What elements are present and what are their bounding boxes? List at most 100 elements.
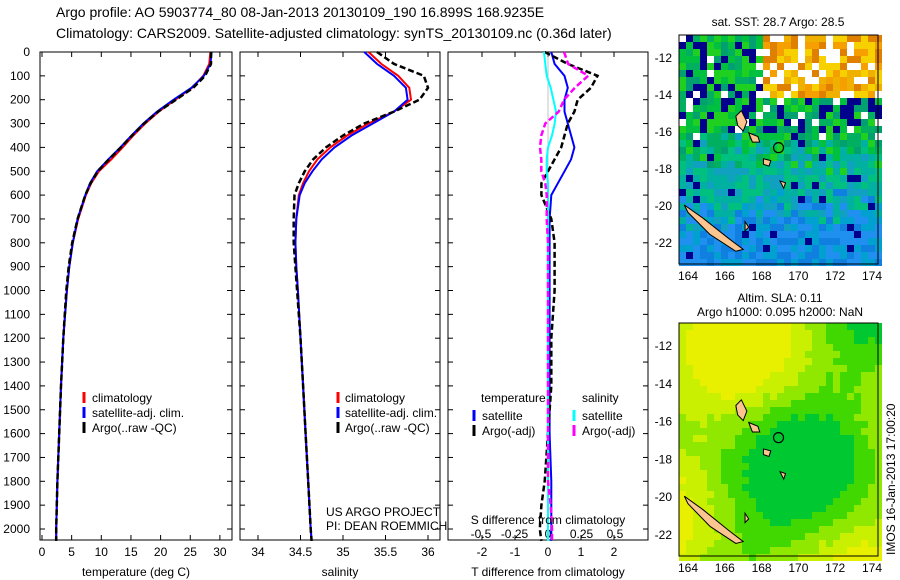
map-cell	[721, 63, 728, 70]
map-cell	[798, 98, 805, 105]
map-cell	[812, 49, 819, 56]
map-cell	[721, 147, 728, 154]
map-cell	[819, 182, 826, 189]
map-cell	[707, 252, 714, 259]
map-cell	[840, 119, 847, 126]
map-cell	[756, 386, 763, 393]
map-cell	[805, 512, 812, 519]
map-cell	[805, 414, 812, 421]
map-cell	[742, 196, 749, 203]
map-cell	[700, 259, 707, 266]
map-cell	[791, 379, 798, 386]
map-cell	[728, 133, 735, 140]
map-cell	[721, 540, 728, 547]
map-cell	[812, 540, 819, 547]
map-cell	[770, 56, 777, 63]
map-cell	[861, 70, 868, 77]
map-cell	[735, 168, 742, 175]
map-cell	[840, 421, 847, 428]
map-cell	[714, 456, 721, 463]
map-cell	[770, 168, 777, 175]
map-cell	[868, 42, 875, 49]
map-cell	[798, 161, 805, 168]
map-cell	[763, 491, 770, 498]
map-cell	[791, 505, 798, 512]
map-cell	[798, 365, 805, 372]
map-cell	[686, 393, 693, 400]
map-cell	[861, 358, 868, 365]
map-cell	[777, 231, 784, 238]
map-cell	[714, 470, 721, 477]
map-cell	[735, 182, 742, 189]
map-cell	[700, 112, 707, 119]
map-cell	[861, 252, 868, 259]
map-cell	[742, 91, 749, 98]
map-cell	[700, 442, 707, 449]
map-cell	[742, 126, 749, 133]
map-cell	[840, 330, 847, 337]
map-cell	[686, 140, 693, 147]
map-cell	[700, 386, 707, 393]
map-cell	[707, 526, 714, 533]
map-cell	[721, 484, 728, 491]
map-cell	[763, 456, 770, 463]
island-shape	[779, 470, 787, 481]
map-cell	[756, 330, 763, 337]
map-cell	[742, 42, 749, 49]
map-cell	[721, 35, 728, 42]
map-cell	[742, 105, 749, 112]
map-cell	[819, 175, 826, 182]
map-cell	[791, 330, 798, 337]
map-cell	[714, 428, 721, 435]
map-cell	[784, 386, 791, 393]
map-cell	[819, 259, 826, 266]
map-cell	[847, 224, 854, 231]
map-cell	[868, 175, 875, 182]
map-cell	[756, 505, 763, 512]
map-cell	[784, 456, 791, 463]
map-cell	[777, 189, 784, 196]
map-cell	[714, 224, 721, 231]
map-cell	[763, 330, 770, 337]
map-cell	[798, 252, 805, 259]
map-cell	[868, 70, 875, 77]
map-cell	[714, 126, 721, 133]
map-cell	[777, 154, 784, 161]
map-cell	[798, 231, 805, 238]
map-cell	[735, 133, 742, 140]
map-cell	[707, 112, 714, 119]
map-cell	[693, 554, 700, 561]
map-cell	[707, 344, 714, 351]
map-cell	[756, 217, 763, 224]
map-cell	[756, 498, 763, 505]
map-cell	[805, 189, 812, 196]
map-cell	[707, 372, 714, 379]
map-cell	[847, 414, 854, 421]
map-cell	[770, 323, 777, 330]
map-cell	[721, 491, 728, 498]
map-cell	[749, 547, 756, 554]
map-cell	[707, 407, 714, 414]
map-cell	[798, 477, 805, 484]
map-cell	[700, 42, 707, 49]
temperature-xtick-label: 20	[154, 545, 168, 559]
map-cell	[833, 154, 840, 161]
map-cell	[798, 49, 805, 56]
map-cell	[763, 63, 770, 70]
map-cell	[735, 414, 742, 421]
map-cell	[847, 449, 854, 456]
map-cell	[679, 56, 686, 63]
map-cell	[749, 91, 756, 98]
map-cell	[707, 119, 714, 126]
map-cell	[805, 70, 812, 77]
map-cell	[847, 98, 854, 105]
map-cell	[847, 245, 854, 252]
map-cell	[791, 526, 798, 533]
map-cell	[854, 133, 861, 140]
map-cell	[791, 323, 798, 330]
map-cell	[742, 526, 749, 533]
map-cell	[777, 330, 784, 337]
map-cell	[819, 154, 826, 161]
map-cell	[735, 372, 742, 379]
map-cell	[826, 358, 833, 365]
